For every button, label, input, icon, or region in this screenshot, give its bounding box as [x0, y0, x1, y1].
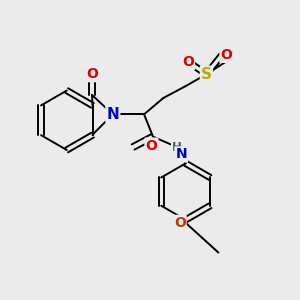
Text: O: O [86, 67, 98, 81]
Text: O: O [220, 48, 232, 62]
Text: O: O [182, 55, 194, 69]
Text: N: N [106, 107, 119, 122]
Text: S: S [201, 67, 212, 82]
Text: O: O [146, 139, 158, 152]
Text: N: N [176, 148, 187, 161]
Text: H: H [172, 140, 182, 154]
Text: O: O [174, 216, 186, 230]
